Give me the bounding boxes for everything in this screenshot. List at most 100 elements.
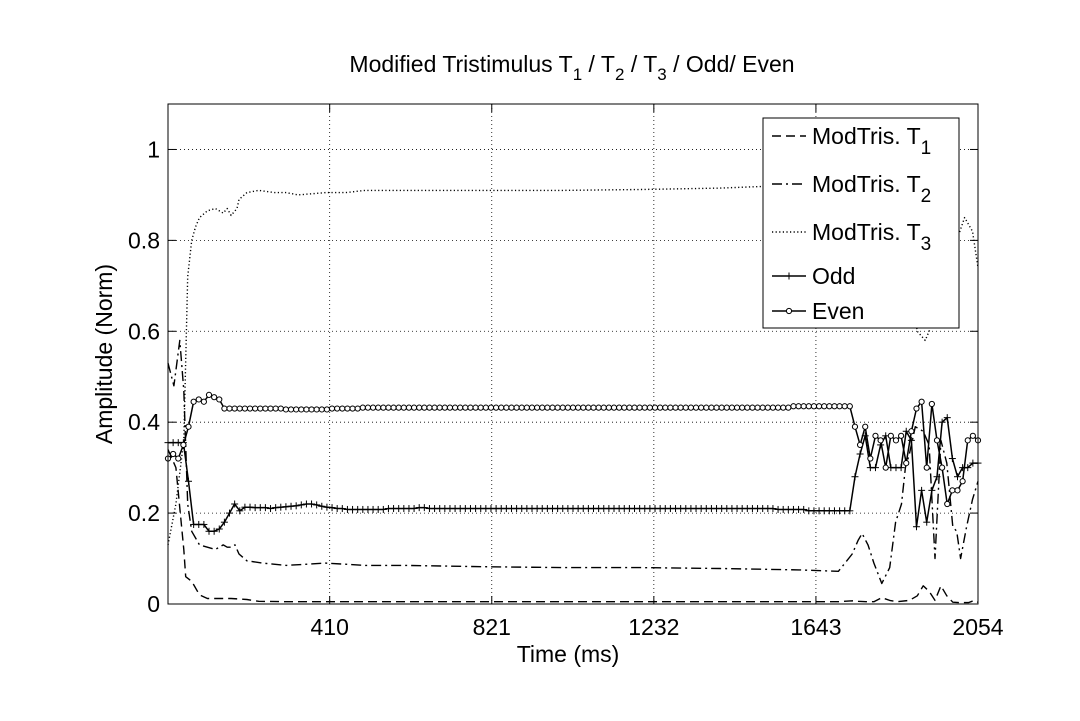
data-point-odd bbox=[185, 477, 193, 485]
data-point-even bbox=[667, 404, 674, 411]
data-point-even bbox=[969, 432, 976, 439]
data-point-even bbox=[518, 404, 525, 411]
data-point-even bbox=[359, 404, 366, 411]
data-point-even bbox=[575, 404, 582, 411]
data-point-odd bbox=[912, 523, 920, 531]
legend-label-text: Odd bbox=[812, 263, 855, 289]
data-point-even bbox=[774, 404, 782, 411]
data-point-even bbox=[318, 406, 325, 413]
data-point-even bbox=[549, 404, 556, 411]
data-point-even bbox=[764, 404, 771, 411]
legend-label-subscript: 3 bbox=[921, 234, 932, 255]
chart-title-part: / T bbox=[624, 51, 657, 77]
series-modtris-t1 bbox=[167, 449, 979, 604]
data-point-even bbox=[246, 405, 254, 412]
series-line-modtris-t3 bbox=[167, 185, 979, 546]
data-point-even bbox=[790, 403, 797, 410]
legend-label-text: ModTris. T bbox=[812, 171, 921, 197]
legend-box bbox=[762, 117, 960, 329]
data-point-even bbox=[390, 404, 397, 411]
data-point-even bbox=[733, 404, 741, 411]
data-point-even bbox=[964, 437, 971, 444]
data-point-even bbox=[262, 405, 269, 412]
data-point-odd bbox=[907, 436, 915, 444]
series-modtris-t2 bbox=[167, 339, 979, 585]
data-point-odd bbox=[871, 464, 879, 472]
data-point-odd bbox=[856, 450, 864, 458]
data-point-even bbox=[405, 404, 413, 411]
data-point-odd bbox=[420, 504, 428, 512]
data-point-even bbox=[416, 404, 423, 411]
data-point-odd bbox=[220, 518, 228, 526]
data-point-odd bbox=[297, 501, 305, 509]
data-point-even bbox=[933, 437, 941, 444]
data-point-even bbox=[856, 441, 864, 449]
data-point-even bbox=[867, 455, 874, 462]
chart-title-part: / T bbox=[582, 51, 615, 77]
data-point-even bbox=[810, 403, 818, 410]
data-point-odd bbox=[769, 505, 777, 513]
series-line-modtris-t1 bbox=[167, 449, 979, 604]
data-point-even bbox=[908, 428, 915, 435]
data-point-even bbox=[928, 400, 935, 408]
data-point-even bbox=[744, 404, 751, 411]
data-point-even bbox=[564, 404, 571, 411]
data-point-even bbox=[293, 406, 300, 413]
data-point-even bbox=[462, 404, 469, 411]
data-point-even bbox=[569, 404, 577, 411]
data-point-even bbox=[959, 478, 966, 485]
chart-title-subscript: 1 bbox=[573, 65, 582, 84]
data-point-even bbox=[503, 404, 510, 411]
data-point-even bbox=[862, 423, 869, 430]
data-point-even bbox=[687, 404, 695, 411]
data-point-even bbox=[698, 404, 705, 411]
data-point-even bbox=[636, 404, 643, 411]
data-point-even bbox=[728, 404, 736, 411]
data-point-even bbox=[498, 404, 505, 411]
data-point-even bbox=[385, 404, 392, 411]
data-point-even bbox=[610, 404, 618, 411]
data-point-even bbox=[918, 398, 925, 405]
data-point-odd bbox=[933, 473, 941, 481]
data-point-odd bbox=[236, 507, 244, 515]
data-point-even bbox=[851, 423, 859, 430]
data-point-even bbox=[298, 406, 305, 413]
data-point-even bbox=[436, 404, 443, 411]
data-point-even bbox=[241, 405, 248, 412]
data-point-even bbox=[328, 405, 336, 412]
series-even bbox=[164, 391, 982, 508]
data-point-even bbox=[595, 404, 602, 411]
data-point-even bbox=[175, 455, 182, 462]
data-point-even bbox=[267, 405, 274, 412]
legend-marker-even bbox=[785, 307, 793, 315]
data-point-odd bbox=[410, 505, 418, 513]
data-point-even bbox=[559, 404, 566, 411]
data-point-even bbox=[621, 404, 628, 411]
y-tick-label: 1 bbox=[147, 136, 160, 162]
data-point-even bbox=[216, 396, 223, 403]
data-point-even bbox=[749, 404, 756, 411]
data-point-even bbox=[703, 404, 710, 411]
data-point-even bbox=[313, 406, 320, 413]
data-point-even bbox=[513, 404, 520, 411]
series-layer bbox=[164, 185, 982, 604]
data-point-even bbox=[939, 464, 946, 471]
data-point-even bbox=[539, 404, 546, 411]
data-point-even bbox=[375, 404, 382, 411]
data-point-even bbox=[303, 406, 310, 413]
data-point-even bbox=[205, 391, 213, 399]
data-point-even bbox=[682, 404, 689, 411]
data-point-even bbox=[211, 394, 218, 401]
data-point-even bbox=[590, 404, 597, 411]
axis-ticks: 410 821 1232 1643 2054 0 0.2 0.4 0.6 0.8 1 bbox=[128, 104, 1004, 640]
y-tick-label: 0.8 bbox=[128, 227, 160, 253]
data-point-even bbox=[677, 404, 684, 411]
legend-label-modtris-t3: ModTris. T3 bbox=[812, 219, 931, 255]
data-point-even bbox=[457, 404, 464, 411]
data-point-even bbox=[723, 404, 730, 411]
data-point-odd bbox=[338, 505, 346, 513]
data-point-even bbox=[226, 405, 233, 412]
legend-label-text: ModTris. T bbox=[812, 123, 921, 149]
data-point-even bbox=[954, 487, 961, 494]
